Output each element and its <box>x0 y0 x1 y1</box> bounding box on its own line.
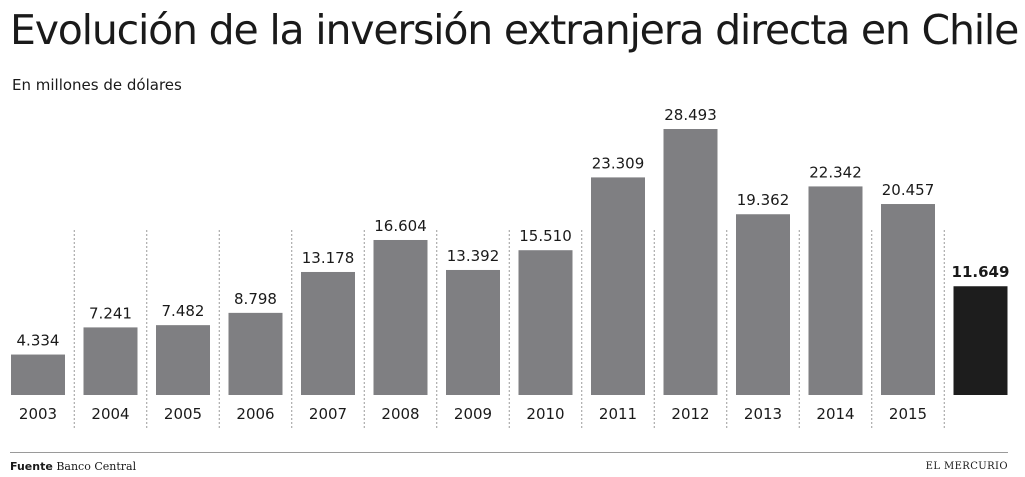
value-label: 13.178 <box>302 249 355 267</box>
bar-2007 <box>301 271 355 395</box>
brand-credit: EL MERCURIO <box>925 461 1008 472</box>
footer-rule <box>10 452 1008 453</box>
source-label: Fuente <box>10 460 53 473</box>
value-label: 15.510 <box>519 227 572 245</box>
bar-2006 <box>228 312 283 395</box>
value-label: 7.241 <box>89 304 132 322</box>
category-label: 2005 <box>164 405 202 423</box>
category-label: 2009 <box>454 405 492 423</box>
category-label: 2003 <box>19 405 57 423</box>
chart-title: Evolución de la inversión extranjera dir… <box>10 6 1019 54</box>
category-label: 2011 <box>599 405 637 423</box>
bars <box>11 129 1008 395</box>
category-label: 2007 <box>309 405 347 423</box>
value-label: 7.482 <box>162 302 205 320</box>
category-label: 2010 <box>526 405 564 423</box>
value-label: 11.649 <box>952 263 1010 281</box>
value-label: 13.392 <box>447 247 500 265</box>
bar-2013 <box>736 214 790 395</box>
value-labels: 4.334 7.241 7.482 8.798 13.178 16.604 13.392 15… <box>17 106 1010 350</box>
chart-subtitle: En millones de dólares <box>12 76 182 94</box>
category-label: 2008 <box>381 405 419 423</box>
bar-2008 <box>373 239 428 395</box>
value-label: 19.362 <box>737 191 790 209</box>
bar-2009 <box>446 269 500 395</box>
source-note: Fuente Banco Central <box>10 460 136 473</box>
bar-2015 <box>881 204 935 395</box>
value-label: 22.342 <box>809 163 862 181</box>
bar-2005 <box>156 325 210 395</box>
bar-2014 <box>808 186 863 395</box>
category-label: 2012 <box>671 405 709 423</box>
value-label: 20.457 <box>882 181 935 199</box>
bar-2010 <box>518 250 573 395</box>
category-label: 2006 <box>236 405 274 423</box>
source-value: Banco Central <box>56 460 137 473</box>
category-label: 2013 <box>744 405 782 423</box>
bar-2004 <box>83 327 138 395</box>
value-label: 4.334 <box>17 332 60 350</box>
column-separators <box>73 230 945 430</box>
value-label: 8.798 <box>234 290 277 308</box>
value-label: 28.493 <box>664 106 717 124</box>
bar-latest <box>953 286 1008 395</box>
category-label: 2014 <box>816 405 854 423</box>
bar-2012 <box>663 129 718 395</box>
value-label: 16.604 <box>374 217 427 235</box>
bar-2003 <box>11 354 65 395</box>
category-label: 2004 <box>91 405 129 423</box>
category-label: 2015 <box>889 405 927 423</box>
bar-2011 <box>591 177 645 395</box>
value-label: 23.309 <box>592 154 645 172</box>
category-labels: 2003 2004 2005 2006 2007 2008 2009 2010 2011 2012… <box>19 405 927 423</box>
